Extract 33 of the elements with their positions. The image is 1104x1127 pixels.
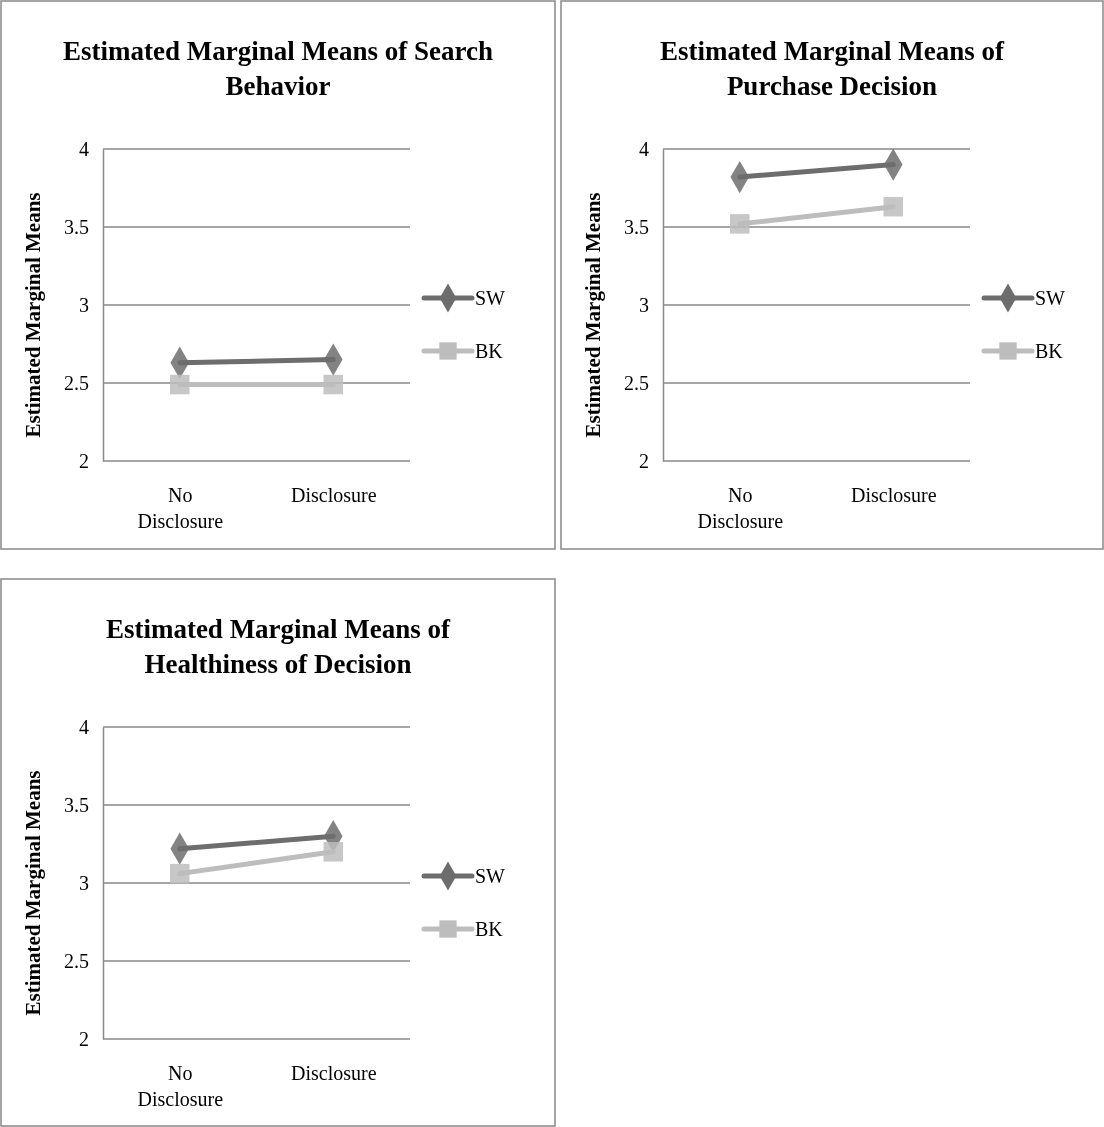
y-tick-label: 2.5 <box>64 949 89 972</box>
legend-label: SW <box>1035 287 1066 309</box>
x-tick-label: Disclosure <box>290 484 377 506</box>
legend-label: SW <box>475 287 506 309</box>
y-tick-label: 3 <box>639 293 649 316</box>
y-tick-label: 2.5 <box>624 371 649 394</box>
chart-title: Estimated Marginal Means of Purchase Decision <box>659 36 1006 101</box>
chart-title: Estimated Marginal Means of Search Behavior <box>63 36 493 101</box>
legend-label: SW <box>475 865 506 887</box>
y-tick-label: 3 <box>79 293 89 316</box>
y-tick-label: 2.5 <box>64 371 89 394</box>
x-tick-label: Disclosure <box>850 484 937 506</box>
x-tick-label: No Disclosure <box>697 484 784 532</box>
legend-label: BK <box>1035 340 1064 362</box>
x-tick-label: Disclosure <box>290 1062 377 1084</box>
y-tick-label: 2 <box>79 1027 89 1050</box>
y-axis-title: Estimated Marginal Means <box>21 192 45 438</box>
chart-title: Estimated Marginal Means of Healthiness of Decision <box>105 614 452 679</box>
x-tick-label: No Disclosure <box>137 1062 224 1110</box>
y-tick-label: 3.5 <box>624 215 649 238</box>
y-tick-label: 4 <box>79 715 89 738</box>
legend-label: BK <box>475 918 504 940</box>
y-tick-label: 3.5 <box>64 215 89 238</box>
y-tick-label: 2 <box>79 449 89 472</box>
y-axis-title: Estimated Marginal Means <box>581 192 605 438</box>
legend-label: BK <box>475 340 504 362</box>
y-tick-label: 3 <box>79 871 89 894</box>
y-tick-label: 4 <box>79 137 89 160</box>
x-tick-label: No Disclosure <box>137 484 224 532</box>
y-tick-label: 2 <box>639 449 649 472</box>
y-tick-label: 4 <box>639 137 649 160</box>
y-tick-label: 3.5 <box>64 793 89 816</box>
y-axis-title: Estimated Marginal Means <box>21 770 45 1016</box>
